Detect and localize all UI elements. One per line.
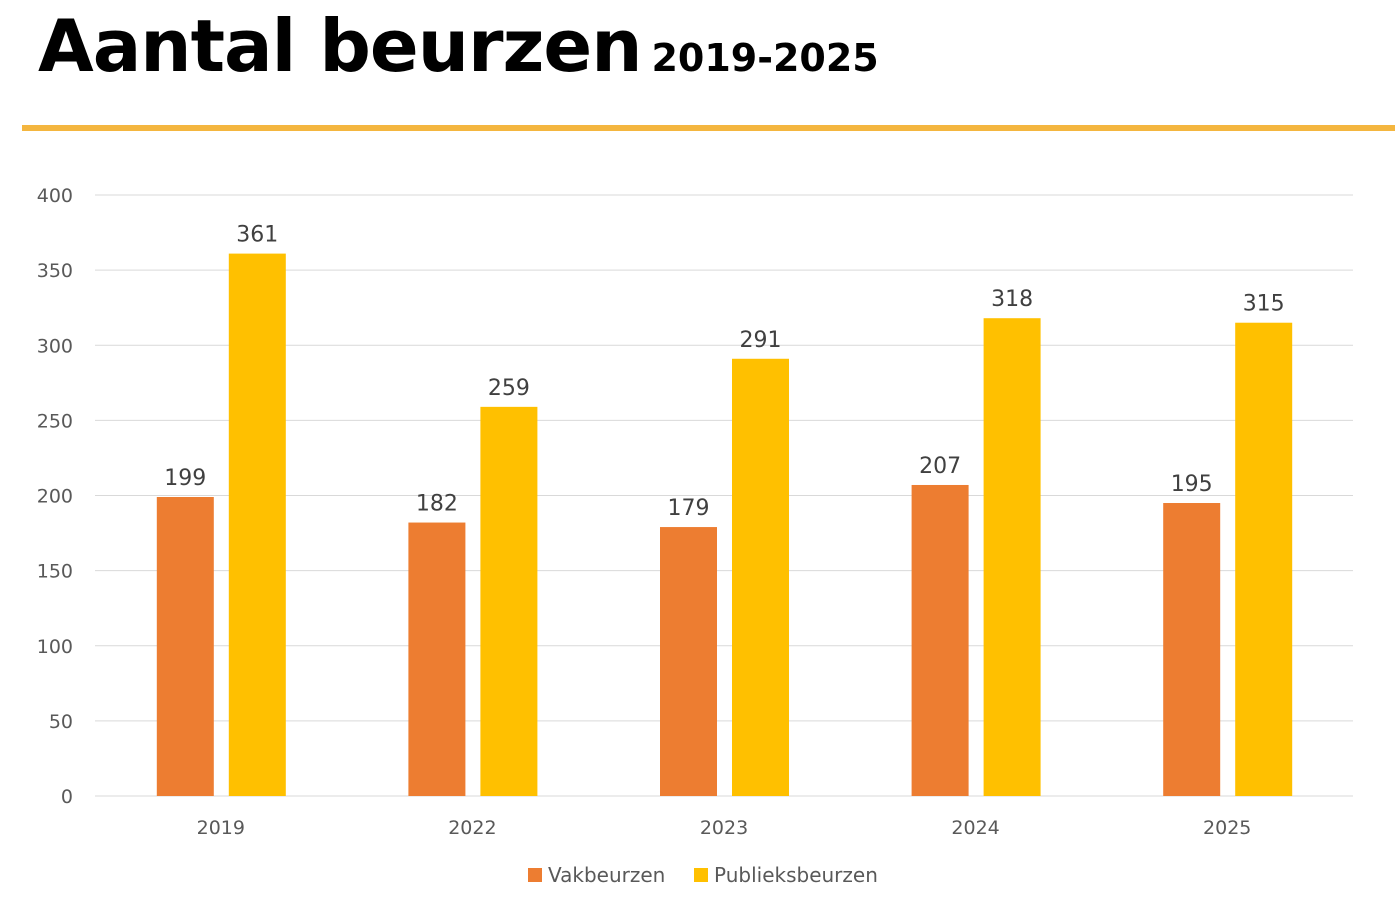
bar-publieksbeurzen-2019 xyxy=(228,253,286,796)
y-tick-label: 350 xyxy=(37,260,73,282)
data-label: 179 xyxy=(668,496,710,521)
title-main: Aantal beurzen xyxy=(38,4,642,88)
bar-vakbeurzen-2024 xyxy=(911,484,969,796)
x-tick-label: 2019 xyxy=(197,817,245,839)
data-label: 195 xyxy=(1171,472,1213,497)
y-tick-label: 300 xyxy=(37,335,73,357)
y-tick-label: 200 xyxy=(37,486,73,508)
x-tick-label: 2022 xyxy=(448,817,496,839)
y-tick-label: 250 xyxy=(37,410,73,432)
legend-label: Publieksbeurzen xyxy=(714,863,878,887)
bar-publieksbeurzen-2022 xyxy=(480,406,538,796)
data-label: 315 xyxy=(1243,292,1285,317)
data-label: 361 xyxy=(236,223,278,248)
y-tick-label: 400 xyxy=(37,185,73,207)
bar-vakbeurzen-2025 xyxy=(1163,503,1221,796)
data-label: 291 xyxy=(740,328,782,353)
data-label: 318 xyxy=(991,287,1033,312)
data-label: 199 xyxy=(164,466,206,491)
legend-swatch-publieksbeurzen xyxy=(694,868,708,882)
x-tick-label: 2025 xyxy=(1203,817,1251,839)
data-label: 182 xyxy=(416,492,458,517)
title-sub: 2019-2025 xyxy=(651,36,879,80)
y-tick-label: 150 xyxy=(37,561,73,583)
title-divider xyxy=(22,125,1395,131)
legend-label: Vakbeurzen xyxy=(548,863,665,887)
y-tick-label: 100 xyxy=(37,636,73,658)
bar-publieksbeurzen-2023 xyxy=(732,358,789,796)
bar-publieksbeurzen-2024 xyxy=(983,318,1041,796)
legend-swatch-vakbeurzen xyxy=(528,868,542,882)
bar-vakbeurzen-2023 xyxy=(660,527,717,796)
bar-vakbeurzen-2022 xyxy=(408,522,466,796)
chart-title: Aantal beurzen 2019-2025 xyxy=(38,4,879,88)
data-label: 207 xyxy=(919,454,961,479)
data-label: 259 xyxy=(488,376,530,401)
x-tick-label: 2023 xyxy=(700,817,748,839)
x-tick-label: 2024 xyxy=(951,817,999,839)
bar-publieksbeurzen-2025 xyxy=(1235,322,1293,796)
y-tick-label: 0 xyxy=(61,786,73,808)
bar-vakbeurzen-2019 xyxy=(156,497,214,796)
y-tick-label: 50 xyxy=(49,711,73,733)
